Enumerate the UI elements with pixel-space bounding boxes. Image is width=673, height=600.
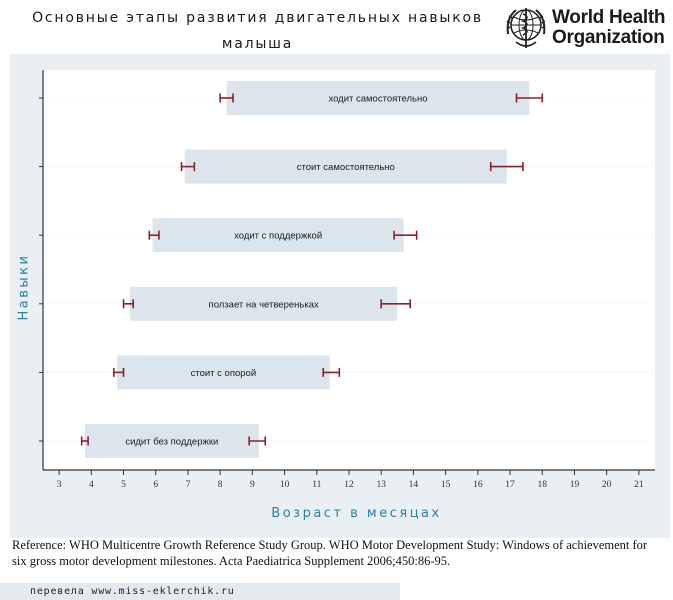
x-tick-label: 11 bbox=[312, 480, 321, 490]
x-tick-label: 6 bbox=[153, 480, 158, 490]
milestone-label: ходит самостоятельно bbox=[328, 94, 427, 105]
x-tick-label: 17 bbox=[505, 480, 515, 490]
x-tick-label: 21 bbox=[634, 480, 644, 490]
x-tick-label: 8 bbox=[218, 480, 223, 490]
x-tick-label: 16 bbox=[473, 480, 483, 490]
milestone-bar bbox=[117, 355, 330, 390]
milestone-bar bbox=[152, 218, 404, 253]
x-tick-label: 7 bbox=[186, 480, 191, 490]
x-tick-label: 4 bbox=[89, 480, 94, 490]
x-axis-label: Возраст в месяцах bbox=[271, 506, 442, 521]
who-logo-line1: World Health bbox=[552, 7, 666, 28]
milestones-chart: ходит самостоятельно стоит самостоятельно… bbox=[39, 70, 655, 490]
milestone-label: стоит самостоятельно bbox=[297, 162, 395, 173]
milestone-label: сидит без поддержки bbox=[125, 437, 218, 448]
x-tick-label: 9 bbox=[250, 480, 255, 490]
x-tick-label: 18 bbox=[538, 480, 548, 490]
reference-text: Reference: WHO Multicentre Growth Refere… bbox=[12, 538, 648, 568]
x-tick-label: 19 bbox=[570, 480, 580, 490]
plot-area bbox=[43, 70, 655, 470]
chart-title-line1: Основные этапы развития двигательных нав… bbox=[32, 10, 483, 26]
milestone-label: стоит с опорой bbox=[191, 368, 257, 379]
y-axis-label: Навыки bbox=[16, 253, 32, 321]
x-tick-label: 15 bbox=[441, 480, 451, 490]
chart-title-line2: малыша bbox=[221, 36, 294, 52]
milestone-bar bbox=[226, 81, 530, 115]
x-tick-label: 12 bbox=[344, 480, 354, 490]
milestone-bar bbox=[184, 149, 507, 184]
who-emblem-icon bbox=[506, 8, 546, 48]
x-tick-label: 20 bbox=[602, 480, 612, 490]
milestone-label: ползает на четвереньках bbox=[209, 299, 319, 310]
x-tick-label: 13 bbox=[376, 480, 386, 490]
x-tick-label: 14 bbox=[409, 480, 419, 490]
milestone-bar bbox=[129, 286, 398, 321]
translator-credit: перевела www.miss-eklerchik.ru bbox=[0, 583, 400, 600]
who-logo-line2: Organization bbox=[552, 27, 665, 48]
who-logo-text: World Health Organization bbox=[552, 7, 666, 48]
x-tick-label: 5 bbox=[121, 480, 126, 490]
milestone-bar bbox=[84, 424, 259, 458]
x-tick-label: 10 bbox=[280, 480, 290, 490]
milestone-label: ходит с поддержкой bbox=[234, 231, 322, 242]
who-logo: World Health Organization bbox=[500, 4, 670, 54]
x-tick-label: 3 bbox=[57, 480, 62, 490]
